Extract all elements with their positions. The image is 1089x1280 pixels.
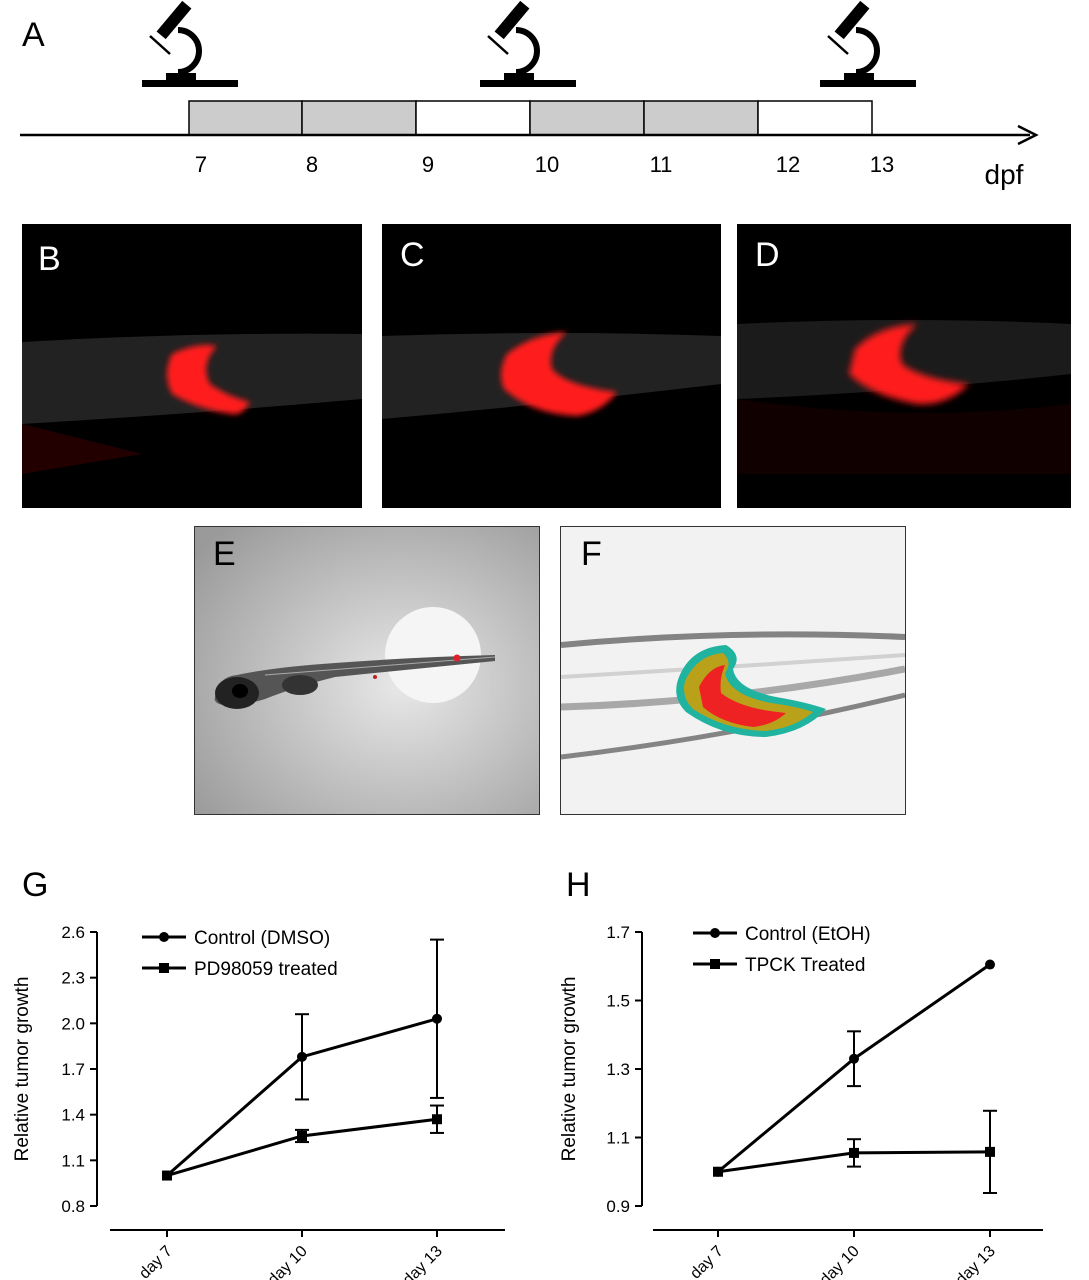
- data-point: [297, 1051, 307, 1062]
- y-tick-label: 1.3: [606, 1060, 630, 1079]
- y-tick-label: 2.3: [61, 969, 85, 988]
- tumor-mass: [699, 665, 786, 727]
- panel-g-letter: G: [22, 866, 49, 904]
- panel-h-letter: H: [566, 866, 591, 904]
- data-point: [297, 1130, 307, 1141]
- data-point: [432, 1013, 442, 1024]
- y-tick-label: 2.6: [61, 923, 85, 942]
- legend-marker: [159, 963, 169, 973]
- y-axis-label: Relative tumor growth: [559, 977, 580, 1162]
- x-tick-label: day 7: [687, 1243, 727, 1280]
- panel-f-image: F: [560, 526, 906, 815]
- day-tick-label: 9: [422, 152, 434, 177]
- box-day11-12: [643, 100, 759, 136]
- panel-d-image: D: [737, 224, 1071, 508]
- day-tick-label: 8: [306, 152, 318, 177]
- panel-e-image: E: [194, 526, 540, 815]
- chart-g: 0.8 1.1 1.4 1.7 2.0 2.3 2.6 day 7 day 10 day 13 Re…: [12, 923, 505, 1280]
- panel-b-image: B: [22, 224, 362, 508]
- data-point: [985, 959, 995, 970]
- day-tick-label: 11: [650, 152, 673, 177]
- panel-d-letter: D: [755, 236, 780, 274]
- y-tick-label: 1.1: [61, 1151, 85, 1170]
- y-tick-label: 0.9: [606, 1197, 630, 1216]
- data-point: [713, 1166, 723, 1177]
- x-tick-label: day 7: [136, 1243, 176, 1280]
- box-day10-11: [529, 100, 645, 136]
- y-tick-label: 0.8: [61, 1197, 85, 1216]
- y-tick-label: 1.7: [606, 923, 630, 942]
- panel-a-timeline: 7 8 9 10 11 12 13 dpf: [20, 0, 1039, 190]
- panel-f-letter: F: [581, 535, 602, 573]
- x-tick-label: day 13: [953, 1243, 999, 1280]
- tumor-mass: [167, 345, 250, 415]
- microscope-icon-day10: [480, 1, 576, 87]
- chart-h: 0.9 1.1 1.3 1.5 1.7 day 7 day 10 day 13 Relative…: [559, 923, 1043, 1280]
- series-line: [166, 1117, 438, 1177]
- legend-marker: [710, 959, 720, 969]
- data-point: [849, 1053, 859, 1064]
- panel-c-image: C: [382, 224, 721, 508]
- x-tick-label: day 13: [400, 1243, 446, 1280]
- y-tick-label: 1.7: [61, 1060, 85, 1079]
- tumor-mass: [849, 324, 969, 405]
- data-point: [432, 1114, 442, 1125]
- data-point: [849, 1147, 859, 1158]
- day-tick-label: 7: [195, 152, 207, 177]
- panel-c-letter: C: [400, 236, 425, 274]
- panel-b-letter: B: [38, 240, 61, 278]
- data-point: [985, 1146, 995, 1157]
- axis-unit-label: dpf: [985, 159, 1024, 190]
- y-tick-label: 1.5: [606, 992, 630, 1011]
- day-tick-label: 10: [535, 152, 559, 177]
- y-tick-label: 1.1: [606, 1129, 630, 1148]
- box-day12-13: [757, 100, 873, 136]
- legend-label: PD98059 treated: [194, 959, 338, 980]
- legend-marker: [159, 932, 169, 942]
- day-tick-label: 12: [776, 152, 800, 177]
- x-tick-label: day 10: [817, 1243, 863, 1280]
- y-tick-label: 1.4: [61, 1106, 85, 1125]
- box-day8-9: [301, 100, 417, 136]
- microscope-icon-day7: [142, 1, 238, 87]
- legend-label: TPCK Treated: [745, 955, 865, 976]
- data-point: [162, 1170, 172, 1181]
- microscope-icon-day13: [820, 1, 916, 87]
- legend-label: Control (EtOH): [745, 924, 871, 945]
- timeline-arrowhead: [1017, 124, 1039, 146]
- y-tick-label: 2.0: [61, 1014, 85, 1033]
- zebrafish-larva: [214, 655, 495, 706]
- tumor-mass: [501, 332, 617, 416]
- legend-marker: [710, 928, 720, 938]
- legend-label: Control (DMSO): [194, 928, 330, 949]
- y-axis-label: Relative tumor growth: [12, 977, 33, 1162]
- panel-a-letter: A: [22, 16, 45, 54]
- day-tick-label: 13: [870, 152, 894, 177]
- x-tick-label: day 10: [265, 1243, 311, 1280]
- box-day9-10: [415, 100, 531, 136]
- panel-e-letter: E: [213, 535, 236, 573]
- box-day7-8: [188, 100, 303, 136]
- treatment-boxes: [188, 100, 873, 136]
